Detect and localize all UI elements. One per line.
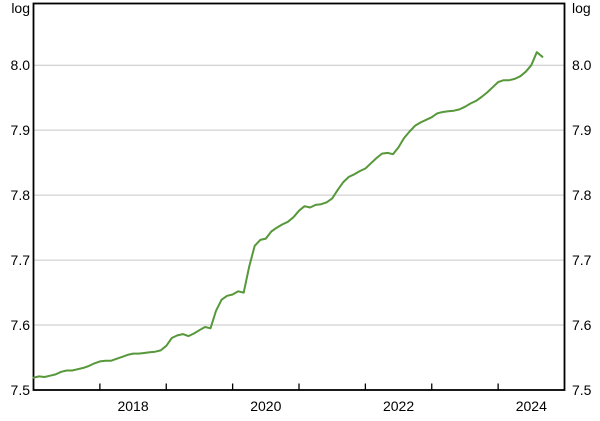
y-tick-label-right: 8.0: [572, 57, 592, 74]
y-tick-label-left: 7.9: [10, 122, 30, 139]
x-tick-label: 2020: [250, 398, 282, 414]
y-tick-label-left: 7.5: [10, 382, 30, 398]
y-tick-label-right: 7.8: [572, 187, 592, 204]
y-axis-unit-label-left: log: [11, 0, 30, 16]
plot-frame: [32, 2, 566, 391]
x-tick-label: 2018: [117, 398, 149, 414]
y-tick-label-right: 7.5: [572, 382, 592, 398]
y-tick-label-right: 7.7: [572, 252, 592, 269]
y-tick-label-left: 8.0: [10, 57, 30, 74]
x-tick-label: 2022: [382, 398, 415, 414]
y-tick-label-right: 7.6: [572, 317, 592, 334]
y-tick-label-right: 7.9: [572, 122, 592, 139]
y-tick-label-left: 7.6: [10, 317, 30, 334]
data-line-series: [32, 51, 544, 379]
x-tick-label: 2024: [515, 398, 547, 414]
y-tick-label-left: 7.7: [10, 252, 30, 269]
y-axis-unit-label-right: log: [572, 0, 591, 16]
y-tick-label-left: 7.8: [10, 187, 30, 204]
